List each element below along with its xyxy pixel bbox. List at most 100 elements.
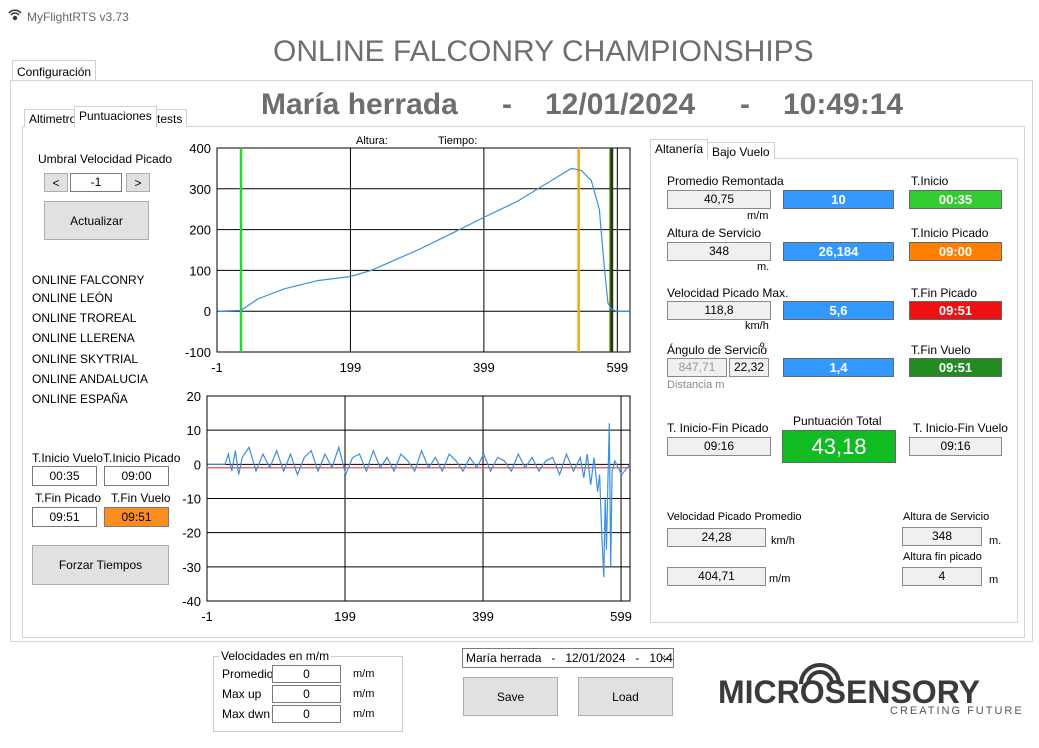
chart-label: Tiempo: <box>438 135 478 147</box>
source-item: ONLINE LEÓN <box>32 291 113 305</box>
label: Velocidad Picado Max. <box>667 286 789 300</box>
speed-chart: -40 -30 -20 -10 0 10 20 -1 199 399 599 <box>182 389 632 624</box>
button[interactable]: > <box>126 173 150 192</box>
input[interactable]: 0 <box>272 685 341 703</box>
tab[interactable]: Bajo Vuelo <box>707 142 775 159</box>
label: T.Inicio <box>911 174 949 188</box>
input[interactable]: 09:00 <box>104 466 169 486</box>
source-item: ONLINE ANDALUCIA <box>32 372 149 386</box>
altitude-chart: -100 0 100 200 300 400 -1 199 399 599 <box>185 141 631 375</box>
tab[interactable]: Configuración <box>12 60 97 82</box>
source-item: ONLINE ESPAÑA <box>32 392 128 406</box>
label: T.Fin Picado <box>35 491 102 505</box>
value-box: 348 <box>902 527 982 546</box>
time-box: 00:35 <box>909 190 1002 209</box>
score-box: 10 <box>783 190 894 209</box>
label: Puntuación Total <box>793 414 882 428</box>
label: Promedio <box>222 667 274 681</box>
y-tick-label: -10 <box>182 492 201 507</box>
y-tick-label: -30 <box>182 560 201 575</box>
label: T.Fin Picado <box>911 286 978 300</box>
x-tick-label: 599 <box>610 609 632 624</box>
input[interactable]: -1 <box>70 173 122 192</box>
button[interactable]: Forzar Tiempos <box>32 545 169 585</box>
total-box: 43,18 <box>782 430 896 463</box>
y-tick-label: 300 <box>189 182 211 197</box>
unit: km/h <box>771 535 795 547</box>
value-box: 09:16 <box>909 437 1002 456</box>
unit: m. <box>989 535 1002 547</box>
value-box: 118,8 <box>667 301 771 320</box>
input[interactable]: 09:51 <box>32 507 97 527</box>
value-box: 404,71 <box>667 567 766 586</box>
y-tick-label: 10 <box>187 423 201 438</box>
dropdown[interactable]: María herrada - 12/01/2024 - 10:4 <box>462 648 674 668</box>
input[interactable]: 0 <box>272 665 341 683</box>
source-item: ONLINE SKYTRIAL <box>32 352 139 366</box>
chart-label: Altura: <box>356 135 388 147</box>
label: Promedio Remontada <box>667 174 784 188</box>
value-box: 22,32 <box>729 358 769 377</box>
button[interactable]: Actualizar <box>44 201 149 240</box>
time-box: 09:51 <box>909 301 1002 320</box>
input[interactable]: 00:35 <box>32 466 97 486</box>
label: Velocidad Picado Promedio <box>667 511 802 523</box>
header-title: ONLINE FALCONRY CHAMPIONSHIPS <box>273 35 814 68</box>
label: T.Fin Vuelo <box>911 343 971 357</box>
value-box: 09:16 <box>667 437 771 456</box>
label: Altura fin picado <box>903 551 982 563</box>
label: T.Inicio Picado <box>103 451 181 465</box>
time: 10:49:14 <box>783 88 904 121</box>
unit: m/m <box>747 210 769 222</box>
plot-frame <box>216 147 631 353</box>
label: T.Inicio Picado <box>911 226 989 240</box>
x-tick-label: -1 <box>201 609 213 624</box>
tab[interactable]: tests <box>152 109 188 127</box>
unit: m/m <box>353 668 375 680</box>
logo-name: MICROSENSORY <box>718 674 980 710</box>
label: T. Inicio-Fin Picado <box>667 421 769 435</box>
x-tick-label: 199 <box>334 609 356 624</box>
data-line <box>217 167 630 312</box>
label: Ángulo de Servicio <box>667 343 768 357</box>
label: Distancia m <box>667 379 725 391</box>
label: Max dwn <box>222 707 271 721</box>
app-icon <box>8 9 22 21</box>
y-tick-label: 20 <box>187 389 201 404</box>
button[interactable]: Load <box>578 677 673 716</box>
data-line <box>207 423 631 578</box>
symbol: º <box>760 340 765 354</box>
input[interactable]: 09:51 <box>104 507 169 527</box>
unit: m/m <box>769 573 791 585</box>
time-box: 09:51 <box>909 358 1002 377</box>
y-tick-label: -20 <box>182 526 201 541</box>
y-tick-label: 400 <box>189 141 211 156</box>
tab[interactable]: Altimetro <box>24 109 82 127</box>
time-box: 09:00 <box>909 242 1002 261</box>
window-title: MyFlightRTS v3.73 <box>27 10 129 24</box>
group-title: Velocidades en m/m <box>219 649 332 663</box>
dropdown-arrow <box>660 655 670 661</box>
value-box: 40,75 <box>667 190 771 209</box>
tab[interactable]: Puntuaciones <box>74 106 157 127</box>
y-tick-label: 200 <box>189 223 211 238</box>
x-tick-label: -1 <box>211 360 223 375</box>
button[interactable]: < <box>44 173 68 192</box>
logo-icon <box>799 663 841 685</box>
tab[interactable]: Altanería <box>650 139 709 159</box>
unit: m <box>989 574 999 586</box>
logo-tagline: CREATING FUTURE <box>890 705 1024 717</box>
label: Altura de Servicio <box>903 511 990 523</box>
source-item: ONLINE FALCONRY <box>32 273 145 287</box>
label: T.Inicio Vuelo <box>32 451 103 465</box>
label: Umbral Velocidad Picado <box>38 152 173 166</box>
unit: m/m <box>353 688 375 700</box>
y-tick-label: 100 <box>189 263 211 278</box>
input[interactable]: 0 <box>272 705 341 723</box>
button[interactable]: Save <box>463 677 558 716</box>
score-box: 1,4 <box>783 358 894 377</box>
value-box: 24,28 <box>667 528 766 547</box>
x-tick-label: 599 <box>606 360 628 375</box>
